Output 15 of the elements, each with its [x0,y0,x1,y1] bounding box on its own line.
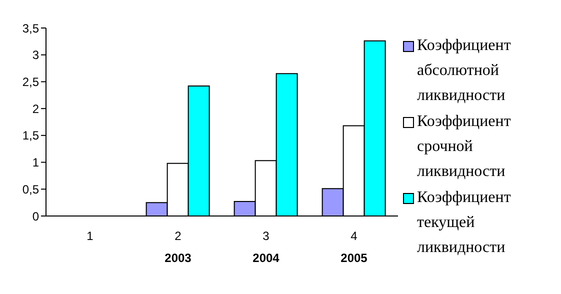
legend-label: Коэффициент срочной ликвидности [417,112,512,182]
y-tick-label: 1,5 [22,128,40,143]
x-tick-label: 4 2005 [340,229,368,265]
y-tick-label: 1 [32,156,40,170]
y-tick-label: 3,5 [22,21,40,36]
x-tick-label: 2 2003 [164,229,192,265]
y-tick-label: 2 [32,102,40,116]
y-tick-label: 0 [32,209,40,224]
x-tick-label: 1 [86,229,94,243]
y-tick-label: 3 [32,48,40,62]
y-tick-label: 0,5 [22,182,40,196]
legend-label: Коэффициент текущей ликвидности [417,188,512,258]
legend-label: Коэффициент абсолютной ликвидности [417,36,512,106]
x-tick-label: 3 2004 [252,229,280,265]
y-tick-label: 2,5 [22,74,40,89]
